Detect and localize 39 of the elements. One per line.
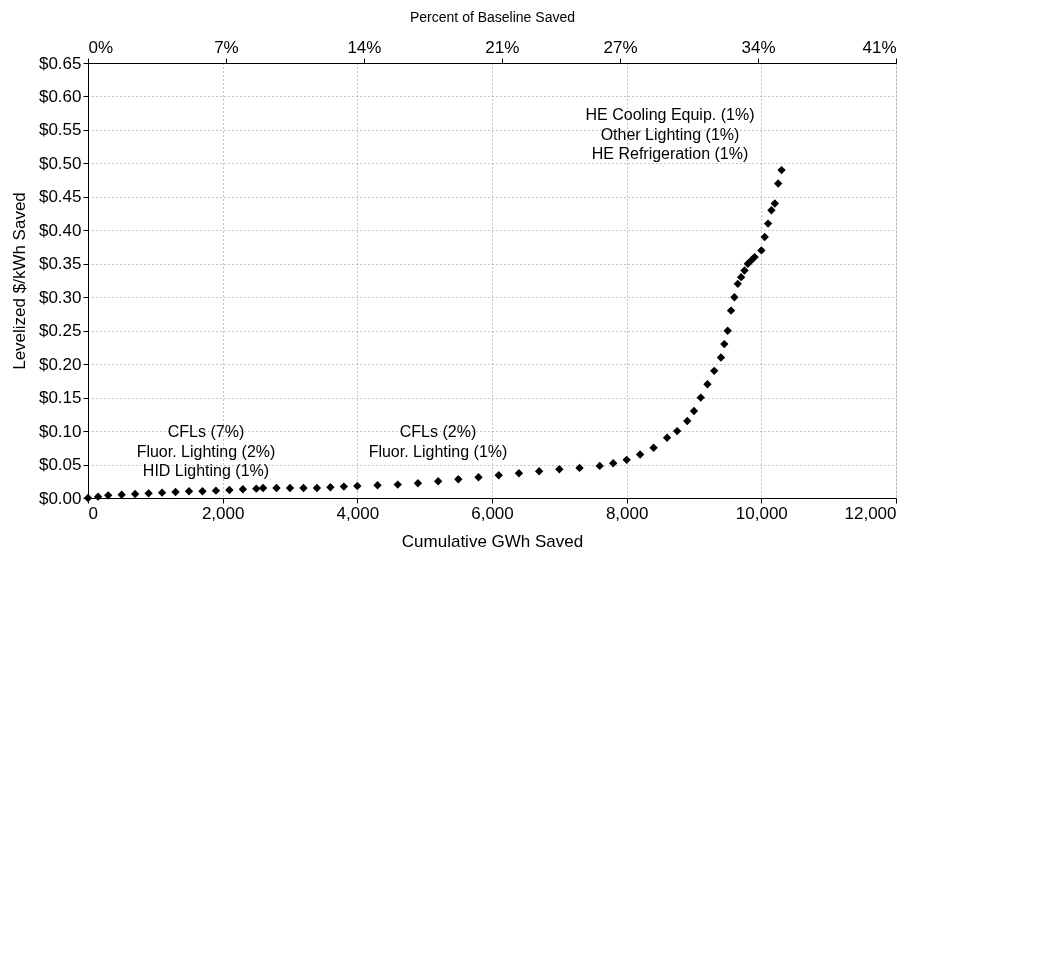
annotation: Other Lighting (1%) xyxy=(600,126,740,143)
x2-tick-label: 7% xyxy=(214,37,239,57)
y-tick-label: $0.05 xyxy=(38,455,82,475)
x-tick-label: 2,000 xyxy=(201,503,245,523)
y-axis-title: Levelized $/kWh Saved xyxy=(9,192,29,370)
y-tick-label: $0.35 xyxy=(38,254,82,274)
x2-axis-title: Percent of Baseline Saved xyxy=(410,8,575,25)
x-tick-label: 4,000 xyxy=(336,503,380,523)
y-tick-label: $0.00 xyxy=(38,488,82,508)
y-tick-label: $0.55 xyxy=(38,120,82,140)
x2-tick-label: 14% xyxy=(347,37,382,57)
x2-tick-label: 27% xyxy=(603,37,638,57)
x-axis-title: Cumulative GWh Saved xyxy=(401,531,584,551)
x2-tick-label: 21% xyxy=(485,37,520,57)
y-tick-label: $0.10 xyxy=(38,421,82,441)
annotation: CFLs (7%) xyxy=(167,423,245,440)
x2-tick-label: 0% xyxy=(88,37,114,57)
x2-tick-label: 41% xyxy=(862,37,897,57)
annotation: CFLs (2%) xyxy=(399,423,477,440)
y-tick-label: $0.25 xyxy=(38,321,82,341)
annotation: Fluor. Lighting (1%) xyxy=(368,443,508,460)
x-tick-label: 0 xyxy=(88,503,98,523)
y-tick-label: $0.45 xyxy=(38,187,82,207)
y-tick-label: $0.50 xyxy=(38,153,82,173)
x2-tick-label: 34% xyxy=(741,37,776,57)
annotation: HE Refrigeration (1%) xyxy=(591,145,749,162)
annotation: HID Lighting (1%) xyxy=(142,462,270,479)
y-tick-label: $0.40 xyxy=(38,220,82,240)
x-tick-label: 8,000 xyxy=(605,503,649,523)
y-tick-label: $0.20 xyxy=(38,354,82,374)
x-tick-label: 10,000 xyxy=(735,503,788,523)
y-tick-label: $0.65 xyxy=(38,53,82,73)
x-tick-label: 6,000 xyxy=(471,503,514,523)
y-tick-label: $0.30 xyxy=(38,287,82,307)
annotation: HE Cooling Equip. (1%) xyxy=(585,106,755,123)
x-tick-label: 12,000 xyxy=(844,503,897,523)
y-tick-label: $0.15 xyxy=(38,388,82,408)
annotation: Fluor. Lighting (2%) xyxy=(136,443,276,460)
y-tick-label: $0.60 xyxy=(38,86,82,106)
